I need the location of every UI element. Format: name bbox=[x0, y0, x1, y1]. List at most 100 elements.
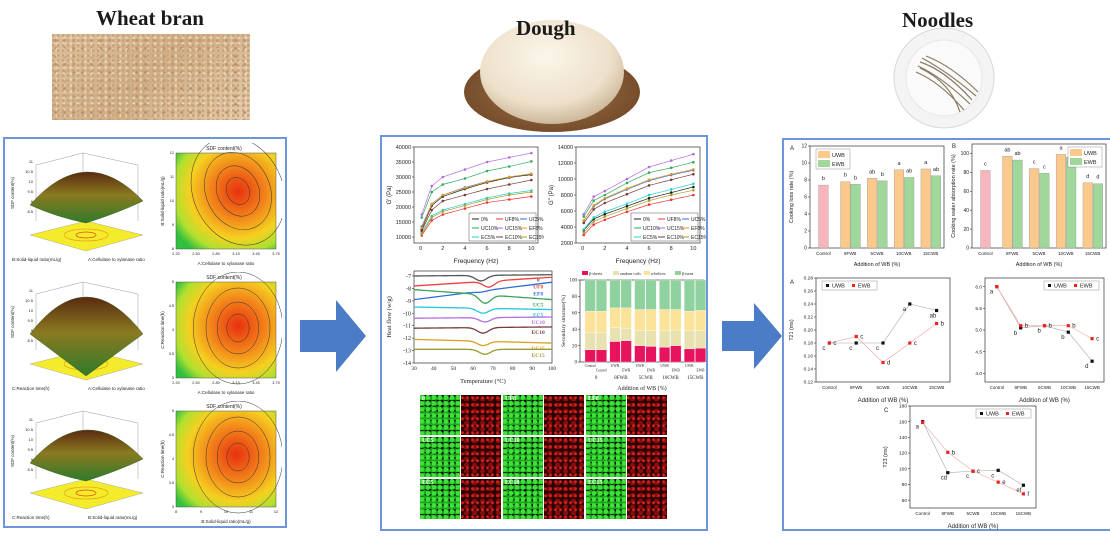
y-tick-label: 0.26 bbox=[804, 289, 814, 295]
data-point bbox=[582, 231, 586, 234]
data-point bbox=[507, 175, 511, 179]
data-point bbox=[441, 175, 445, 179]
data-point bbox=[485, 198, 489, 201]
stacked-bar-segment bbox=[684, 330, 695, 350]
legend-label: EC10% bbox=[505, 235, 523, 241]
contour-plot: SDF content(%) 2.20 2.50 2.80 3.15 3.45 3.75 3 3… bbox=[160, 272, 282, 395]
legend-label: EC15% bbox=[691, 235, 706, 241]
x-tick-label: 3.15 bbox=[232, 252, 239, 256]
bar bbox=[930, 175, 941, 249]
x-tick-label: 100 bbox=[548, 366, 556, 372]
stacked-bar-segment bbox=[670, 309, 682, 331]
contour-line bbox=[204, 152, 272, 230]
x-tick-label: 2.20 bbox=[172, 252, 179, 256]
x-tick-label: 2.20 bbox=[172, 381, 179, 385]
series-line bbox=[583, 173, 694, 224]
x-tick-label: Control bbox=[978, 251, 993, 256]
data-point bbox=[1042, 324, 1047, 328]
y-tick-label: 3 bbox=[172, 505, 174, 509]
data-point bbox=[669, 172, 673, 176]
legend-box bbox=[630, 212, 699, 242]
response-surface bbox=[29, 171, 144, 224]
contour-line bbox=[226, 313, 250, 343]
legend-box bbox=[1043, 280, 1100, 291]
legend-swatch bbox=[818, 160, 830, 167]
clsm-protein-image: UC10 bbox=[503, 437, 543, 477]
series-line bbox=[583, 183, 694, 230]
data-point bbox=[507, 165, 511, 168]
data-point bbox=[692, 185, 695, 189]
legend-box bbox=[468, 212, 537, 242]
x-tick-label: 3.75 bbox=[272, 381, 279, 385]
curve-label: EC15 bbox=[532, 353, 545, 359]
z-tick-label: 8.5 bbox=[27, 338, 33, 343]
y-tick-label: 6 bbox=[804, 195, 807, 201]
significance-letter: b bbox=[1072, 324, 1076, 330]
data-point bbox=[603, 215, 607, 218]
bar bbox=[850, 184, 861, 249]
stacked-bar-segment bbox=[645, 309, 657, 331]
x-tick-label: 80 bbox=[510, 366, 516, 372]
series-line bbox=[583, 186, 694, 231]
y-axis-label: C:Reaction time(h) bbox=[12, 386, 50, 391]
data-point bbox=[507, 183, 511, 186]
data-point bbox=[582, 212, 586, 216]
significance-letter: f bbox=[1027, 492, 1029, 498]
y-tick-label: 180 bbox=[899, 404, 907, 410]
data-point bbox=[582, 228, 586, 231]
data-point bbox=[582, 219, 586, 222]
data-point bbox=[603, 210, 607, 214]
y-axis-label: B:Solid-liquid ratio(mL/g) bbox=[160, 176, 165, 226]
clsm-starch-image bbox=[544, 395, 584, 435]
z-tick-label: 9.5 bbox=[27, 318, 33, 323]
bar bbox=[920, 168, 931, 249]
data-point bbox=[692, 188, 695, 192]
clsm-starch-image bbox=[461, 479, 501, 519]
micrograph-label: UC5 bbox=[422, 438, 434, 444]
curve-label: UC10 bbox=[531, 320, 545, 326]
y-tick-label: 15000 bbox=[396, 220, 411, 226]
wheat-bran-photo bbox=[52, 34, 250, 120]
data-point bbox=[441, 210, 445, 213]
stacked-bar-segment bbox=[595, 279, 607, 312]
y-tick-label: 10 bbox=[801, 161, 807, 167]
bar-label: Control bbox=[585, 364, 596, 368]
legend-box bbox=[821, 280, 878, 291]
significance-letter: c bbox=[833, 341, 836, 347]
data-point bbox=[908, 302, 912, 306]
legend-label: EC5% bbox=[481, 235, 496, 241]
x-tick-label: 8FWB bbox=[844, 251, 857, 256]
legend-label: UWB bbox=[1054, 284, 1067, 290]
data-point bbox=[996, 480, 1000, 484]
y-tick-label: 0 bbox=[966, 246, 969, 252]
data-point bbox=[692, 152, 695, 156]
x-tick-label: 10 bbox=[528, 246, 534, 252]
significance-letter: a bbox=[897, 161, 901, 167]
x-tick-label: 8FWB bbox=[1014, 385, 1027, 390]
y-tick-label: 4.5 bbox=[975, 349, 982, 355]
z-tick-label: 10.5 bbox=[25, 427, 34, 432]
y-tick-label: 60 bbox=[902, 498, 908, 504]
stacked-bar-segment bbox=[695, 279, 706, 311]
significance-letter: b bbox=[822, 176, 825, 182]
significance-letter: ab bbox=[1004, 147, 1010, 153]
y-axis-label: G' (Pa) bbox=[387, 186, 393, 205]
data-point bbox=[625, 181, 629, 185]
stacked-bar-segment bbox=[659, 309, 671, 331]
z-tick-label: 10.5 bbox=[25, 169, 34, 174]
data-point bbox=[669, 159, 673, 162]
z-tick-label: 8.5 bbox=[27, 467, 33, 472]
data-point bbox=[647, 184, 651, 187]
data-point bbox=[463, 186, 467, 190]
significance-letter: b bbox=[1014, 331, 1018, 337]
micrograph-label: 0 bbox=[422, 396, 425, 402]
z-tick-label: 9 bbox=[31, 328, 34, 333]
data-point bbox=[530, 178, 533, 182]
y-axis-label: G'' (Pa) bbox=[549, 185, 555, 205]
data-point bbox=[625, 187, 629, 190]
data-point bbox=[441, 193, 445, 197]
stacked-bar-segment bbox=[659, 330, 671, 348]
data-point bbox=[881, 341, 885, 345]
y-tick-label: 40 bbox=[963, 208, 969, 214]
y-tick-label: -11 bbox=[403, 324, 411, 330]
